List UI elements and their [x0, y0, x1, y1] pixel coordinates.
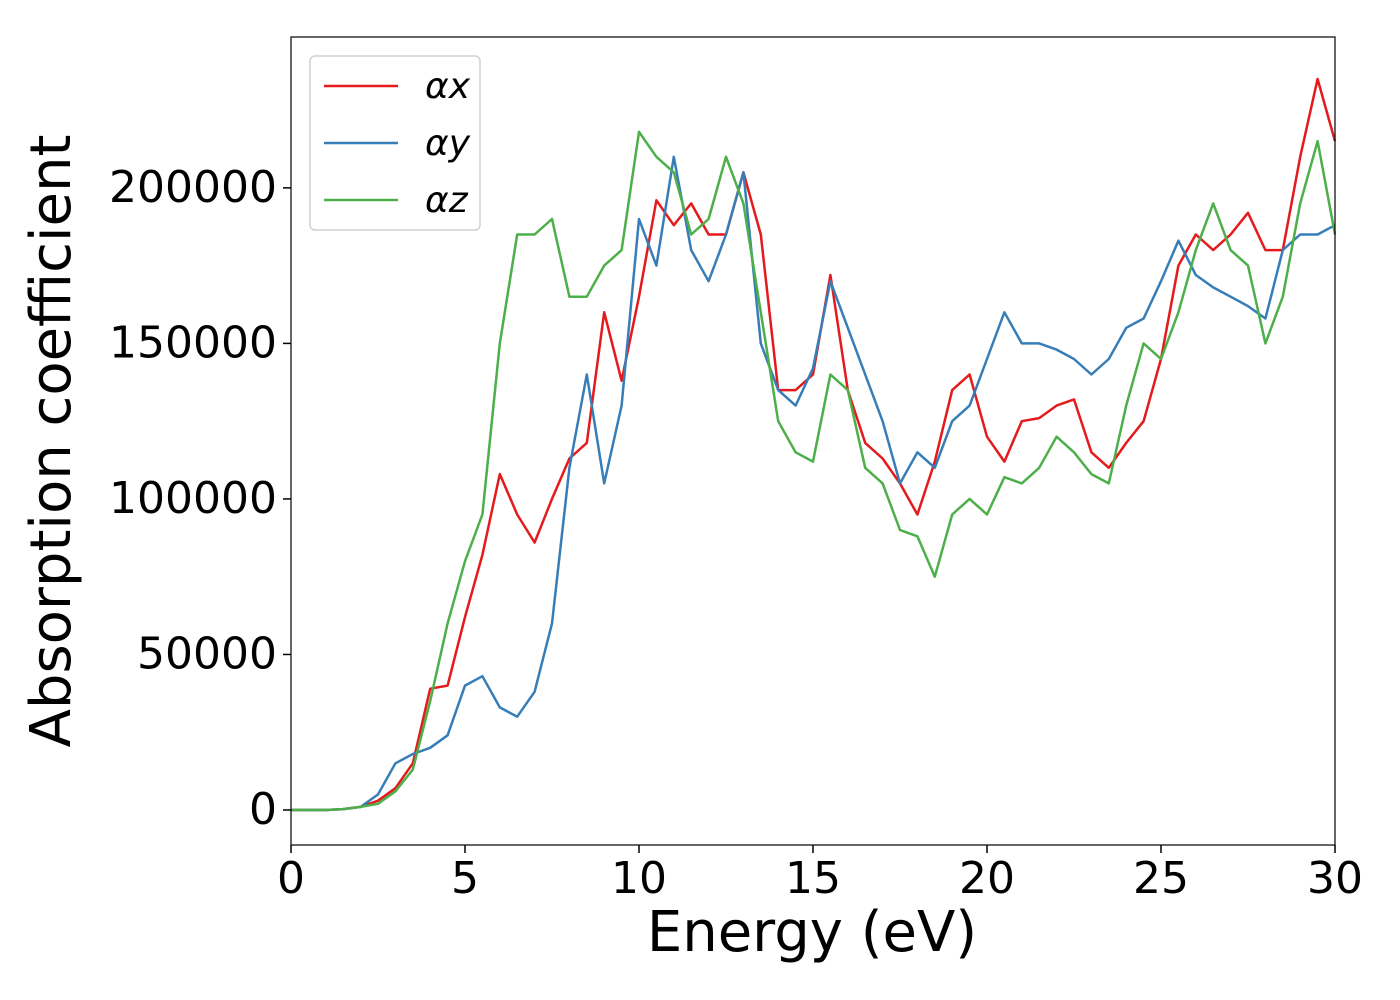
legend-label: αx [425, 66, 471, 107]
x-axis-label: Energy (eV) [647, 900, 977, 965]
y-tick-label: 0 [249, 784, 277, 835]
y-tick-label: 150000 [109, 317, 277, 368]
x-tick-label: 30 [1307, 853, 1363, 904]
x-tick-label: 5 [451, 853, 479, 904]
y-tick-label: 200000 [109, 162, 277, 213]
x-tick-label: 25 [1133, 853, 1189, 904]
x-tick-label: 0 [277, 853, 305, 904]
x-tick-label: 10 [611, 853, 667, 904]
data-line [291, 155, 1336, 812]
data-line [291, 130, 1337, 812]
x-tick-label: 20 [959, 853, 1015, 904]
y-tick-label: 100000 [109, 473, 277, 524]
legend-label: αz [425, 180, 469, 221]
y-axis-label: Absorption coefficient [19, 135, 84, 748]
y-tick-label: 50000 [137, 628, 277, 679]
legend-label: αy [425, 123, 471, 164]
plot-frame [290, 36, 1336, 846]
x-tick-label: 15 [785, 853, 841, 904]
